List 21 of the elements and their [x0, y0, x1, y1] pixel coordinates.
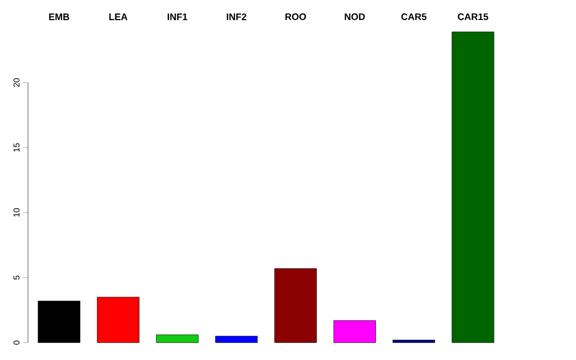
- y-tick-label: 20: [13, 78, 20, 87]
- bar: [452, 32, 494, 343]
- y-tick-label: 10: [13, 208, 20, 217]
- x-tick-label: ROO: [285, 13, 306, 20]
- y-tick-label: 5: [14, 276, 20, 280]
- x-tick-label: NOD: [344, 13, 365, 20]
- x-tick-label: LEA: [109, 14, 128, 20]
- y-tick-label: 15: [14, 143, 20, 152]
- bar: [274, 268, 317, 343]
- bar: [38, 300, 80, 343]
- x-tick-label: INF1: [168, 14, 188, 20]
- x-tick-label: CAR15: [458, 13, 488, 20]
- bar: [334, 320, 376, 343]
- x-tick-label: EMB: [49, 14, 70, 20]
- y-tick-label: 0: [13, 340, 20, 345]
- x-tick-label: INF2: [226, 13, 246, 20]
- bar: [96, 296, 140, 343]
- bar: [215, 336, 258, 343]
- bar: [156, 334, 199, 343]
- x-tick-label: CAR5: [401, 13, 426, 20]
- bar: [392, 340, 436, 343]
